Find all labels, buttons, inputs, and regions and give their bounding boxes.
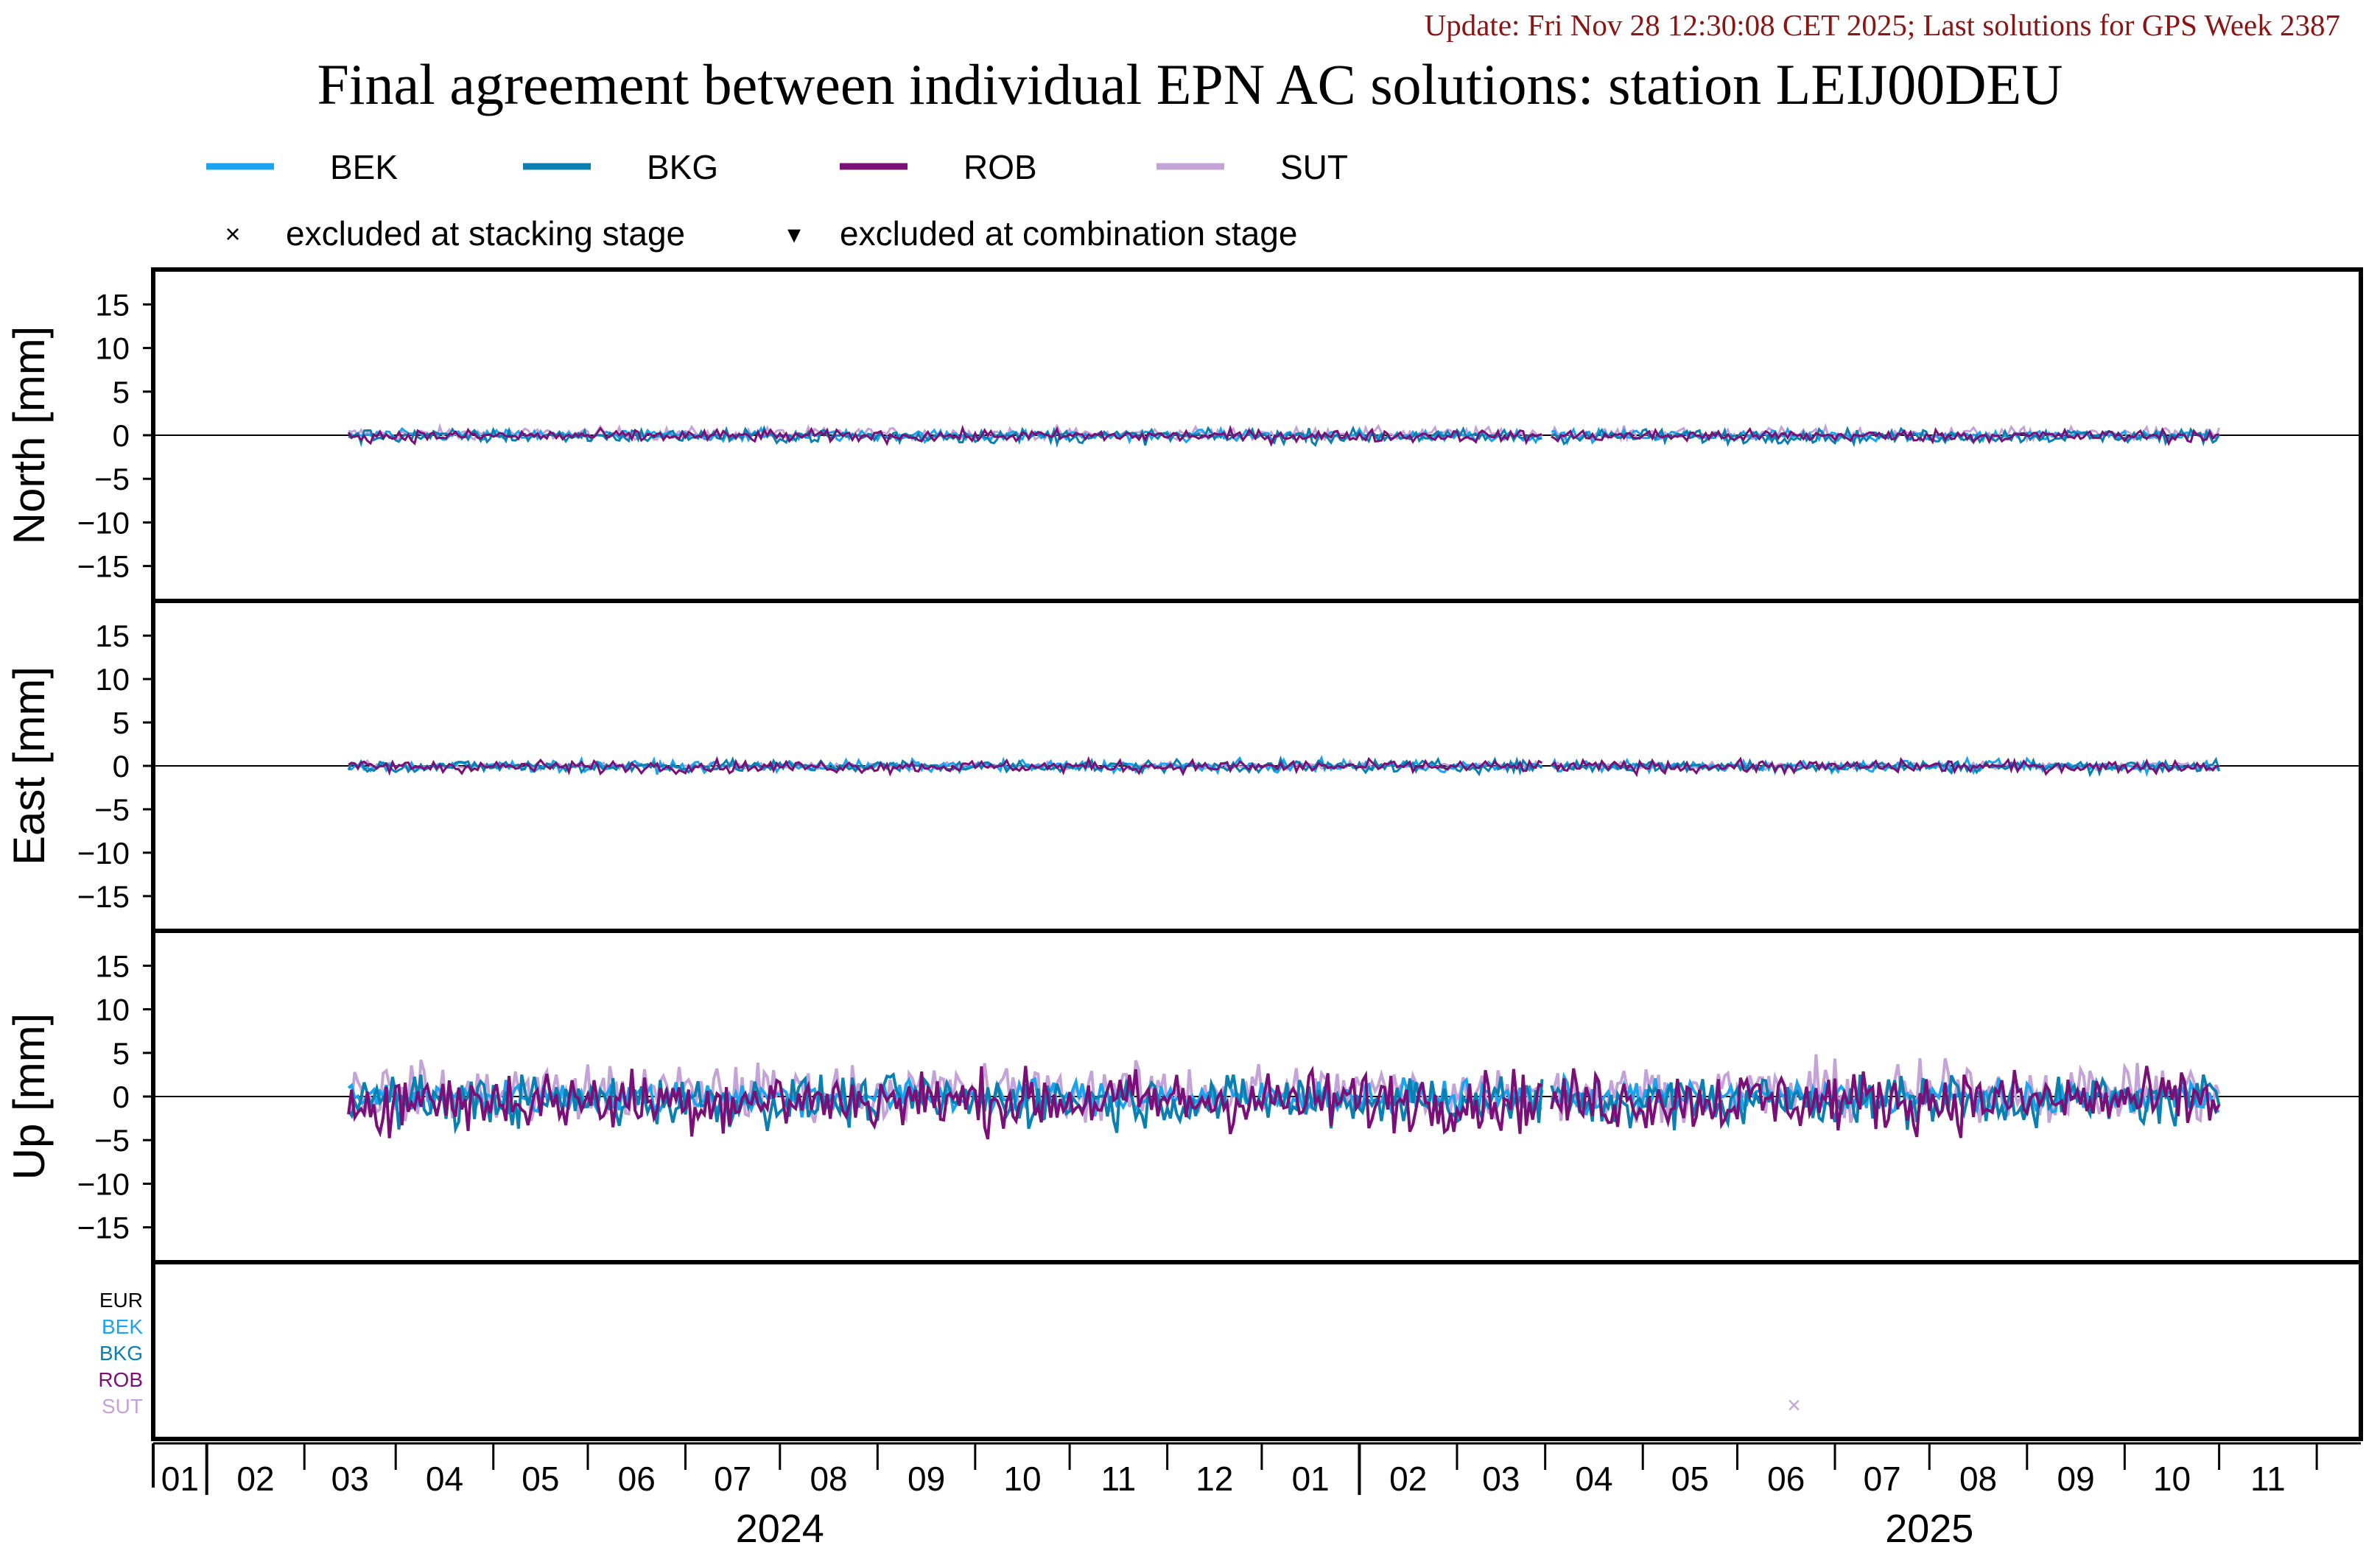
north-ytick-label: 10 (95, 331, 130, 366)
up-series-rob (1550, 1066, 2221, 1138)
x-month-label: 07 (1864, 1460, 1901, 1498)
north-series-rob (347, 424, 1542, 447)
x-month-label: 11 (1101, 1460, 1137, 1498)
up-ytick-label: 0 (113, 1080, 130, 1114)
legend-marker-symbol: × (225, 219, 240, 249)
east-series-rob (348, 756, 1543, 777)
up-ytick-label: 10 (95, 993, 130, 1027)
up-ylabel: Up [mm] (4, 1013, 54, 1180)
x-month-label: 01 (161, 1460, 199, 1498)
east-ytick-label: 15 (95, 619, 130, 653)
legend-marker-symbol: ▾ (787, 219, 801, 249)
north-series-rob (1551, 426, 2219, 447)
north-ytick-label: −10 (77, 505, 130, 540)
north-ytick-label: 15 (95, 287, 130, 322)
east-ytick-label: 5 (113, 705, 130, 740)
north-ytick-label: −5 (94, 462, 130, 496)
exclusion-panel-frame (151, 1260, 2363, 1441)
east-ytick-label: 10 (95, 662, 130, 697)
legend-marker-label: excluded at stacking stage (286, 214, 685, 253)
legend-label-sut: SUT (1280, 148, 1348, 186)
north-series-bkg (348, 424, 1542, 448)
exclusion-row-label-bek: BEK (102, 1315, 143, 1338)
legend-label-rob: ROB (963, 148, 1037, 186)
up-ytick-label: −5 (94, 1123, 130, 1158)
legend-marker-label: excluded at combination stage (840, 214, 1297, 253)
x-month-label: 05 (522, 1460, 559, 1498)
x-month-label: 11 (2250, 1460, 2286, 1498)
exclusion-row-label-sut: SUT (102, 1395, 143, 1418)
x-month-label: 10 (1003, 1460, 1041, 1498)
x-month-label: 12 (1196, 1460, 1233, 1498)
east-ytick-label: 0 (113, 749, 130, 784)
x-month-label: 09 (908, 1460, 945, 1498)
x-month-label: 06 (618, 1460, 656, 1498)
x-month-label: 01 (1292, 1460, 1330, 1498)
north-ylabel: North [mm] (4, 326, 54, 545)
x-month-label: 08 (1959, 1460, 1997, 1498)
x-month-label: 09 (2057, 1460, 2094, 1498)
exclusion-row-label-bkg: BKG (99, 1342, 143, 1365)
east-ylabel: East [mm] (4, 666, 54, 865)
x-year-label: 2025 (1885, 1507, 1973, 1545)
x-month-label: 10 (2153, 1460, 2191, 1498)
x-month-label: 05 (1671, 1460, 1709, 1498)
up-ytick-label: −10 (77, 1166, 130, 1201)
legend-label-bkg: BKG (647, 148, 718, 186)
x-month-label: 07 (714, 1460, 751, 1498)
x-month-label: 04 (1575, 1460, 1612, 1498)
chart-title: Final agreement between individual EPN A… (317, 52, 2063, 116)
north-ytick-label: −15 (77, 549, 130, 584)
exclusion-row-label-eur: EUR (99, 1289, 143, 1312)
east-ytick-label: −15 (77, 879, 130, 914)
up-series-rob (347, 1066, 1543, 1140)
north-ytick-label: 5 (113, 375, 130, 409)
up-ytick-label: 15 (95, 949, 130, 983)
up-ytick-label: 5 (113, 1036, 130, 1071)
up-ytick-label: −15 (77, 1211, 130, 1245)
x-month-label: 02 (1389, 1460, 1427, 1498)
exclusion-marker: × (1787, 1392, 1801, 1418)
legend-label-bek: BEK (330, 148, 398, 186)
exclusion-row-label-rob: ROB (98, 1368, 143, 1391)
north-ytick-label: 0 (113, 418, 130, 453)
east-ytick-label: −5 (94, 792, 130, 827)
x-month-label: 04 (426, 1460, 463, 1498)
east-series-rob (1551, 756, 2219, 778)
x-month-label: 03 (331, 1460, 369, 1498)
x-year-label: 2024 (736, 1507, 824, 1545)
x-month-label: 06 (1767, 1460, 1805, 1498)
x-month-label: 02 (236, 1460, 274, 1498)
x-month-label: 03 (1482, 1460, 1520, 1498)
east-ytick-label: −10 (77, 836, 130, 870)
update-timestamp: Update: Fri Nov 28 12:30:08 CET 2025; La… (1424, 8, 2340, 42)
x-month-label: 08 (810, 1460, 847, 1498)
